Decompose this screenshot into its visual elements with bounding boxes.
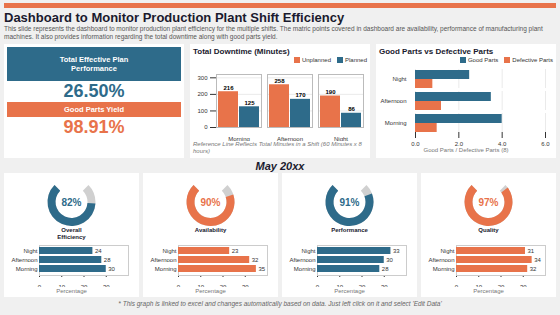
html-text:Planned: Planned (345, 57, 367, 63)
svg-text:100: 100 (197, 108, 208, 114)
svg-text:Night: Night (162, 248, 176, 254)
svg-text:4.0: 4.0 (498, 141, 507, 147)
svg-text:Performance: Performance (331, 227, 368, 233)
svg-text:20: 20 (81, 284, 88, 287)
svg-text:190: 190 (325, 89, 336, 95)
html-text:Good Parts Yield: Good Parts Yield (64, 105, 124, 114)
svg-text:30: 30 (103, 284, 110, 287)
html-text:May 20xx: May 20xx (255, 160, 305, 172)
svg-text:30: 30 (386, 257, 393, 263)
svg-text:91%: 91% (339, 197, 359, 208)
html-text:98.91%: 98.91% (63, 117, 125, 137)
svg-text:125: 125 (244, 100, 255, 106)
svg-text:Afternoon: Afternoon (277, 136, 303, 141)
svg-text:20: 20 (359, 284, 366, 287)
svg-text:86: 86 (348, 106, 355, 112)
html-text:26.50%: 26.50% (63, 81, 125, 101)
svg-text:Afternoon: Afternoon (11, 257, 37, 263)
svg-text:90%: 90% (200, 197, 220, 208)
svg-text:34: 34 (534, 257, 541, 263)
svg-text:0.0: 0.0 (411, 141, 420, 147)
html-text:Defective Parts: Defective Parts (512, 57, 553, 63)
svg-text:82%: 82% (61, 197, 81, 208)
svg-text:Morning: Morning (155, 266, 177, 272)
svg-text:28: 28 (382, 266, 389, 272)
svg-text:0: 0 (177, 284, 181, 287)
html-text:* This graph is linked to exce: * This graph is linked to excel and chan… (118, 300, 442, 307)
svg-text:30: 30 (108, 266, 115, 272)
svg-text:Afternoon: Afternoon (150, 257, 176, 263)
svg-text:0: 0 (316, 284, 320, 287)
html-text:Percentage: Percentage (473, 288, 504, 294)
svg-text:Night: Night (392, 76, 406, 82)
svg-text:Afternoon: Afternoon (380, 98, 406, 104)
svg-text:10: 10 (197, 284, 204, 287)
html-text:Percentage: Percentage (56, 288, 87, 294)
svg-text:Night: Night (440, 248, 454, 254)
html-text:Dashboard to Monitor Productio: Dashboard to Monitor Production Plant Sh… (4, 10, 345, 25)
svg-text:20: 20 (220, 284, 227, 287)
html-text:This slide represents the dash: This slide represents the dashboard to m… (4, 25, 543, 40)
svg-text:6.0: 6.0 (541, 141, 550, 147)
html-text:Percentage: Percentage (334, 288, 365, 294)
svg-text:30: 30 (242, 284, 249, 287)
svg-text:10: 10 (58, 284, 65, 287)
svg-text:Night: Night (301, 248, 315, 254)
svg-text:Morning: Morning (433, 266, 455, 272)
svg-text:35: 35 (258, 266, 265, 272)
svg-text:32: 32 (530, 266, 537, 272)
svg-text:170: 170 (295, 92, 306, 98)
svg-text:Afternoon: Afternoon (428, 257, 454, 263)
svg-text:300: 300 (197, 75, 208, 81)
html-text:Reference Line Reflects Total: Reference Line Reflects Total Minutes in… (193, 141, 362, 154)
html-text:Good Parts vs Defective Parts: Good Parts vs Defective Parts (379, 47, 494, 56)
svg-text:Morning: Morning (385, 120, 407, 126)
svg-text:31: 31 (527, 248, 534, 254)
svg-text:Night: Night (23, 248, 37, 254)
svg-text:97%: 97% (478, 197, 498, 208)
svg-text:28: 28 (104, 257, 111, 263)
html-text:Total Downtime (Minutes): Total Downtime (Minutes) (193, 47, 290, 56)
svg-text:216: 216 (223, 85, 234, 91)
html-text:Good Parts / Defective Parts (: Good Parts / Defective Parts (8) (423, 147, 509, 153)
svg-text:2.0: 2.0 (455, 141, 464, 147)
svg-text:Quality: Quality (478, 227, 499, 233)
svg-text:Afternoon: Afternoon (289, 257, 315, 263)
svg-text:10: 10 (336, 284, 343, 287)
svg-text:Morning: Morning (228, 136, 250, 141)
svg-text:Morning: Morning (16, 266, 38, 272)
svg-text:Morning: Morning (294, 266, 316, 272)
svg-text:258: 258 (274, 78, 285, 84)
html-text:Total Effective Plan Performan: Total Effective Plan Performance (59, 55, 129, 73)
svg-text:0: 0 (455, 284, 459, 287)
svg-text:0: 0 (38, 284, 42, 287)
svg-text:33: 33 (393, 248, 400, 254)
svg-text:32: 32 (252, 257, 259, 263)
svg-text:20: 20 (498, 284, 505, 287)
svg-text:30: 30 (381, 284, 388, 287)
svg-text:Availability: Availability (195, 227, 227, 233)
svg-text:10: 10 (475, 284, 482, 287)
svg-text:23: 23 (232, 248, 239, 254)
svg-text:0: 0 (204, 124, 208, 130)
svg-text:200: 200 (197, 91, 208, 97)
svg-text:Night: Night (334, 136, 348, 141)
svg-text:OverallEfficiency: OverallEfficiency (57, 227, 86, 240)
html-text:Percentage: Percentage (195, 288, 226, 294)
svg-text:30: 30 (520, 284, 527, 287)
svg-text:24: 24 (95, 248, 102, 254)
html-text:Good Parts: Good Parts (468, 57, 499, 63)
html-text:Unplanned: Unplanned (301, 57, 331, 63)
